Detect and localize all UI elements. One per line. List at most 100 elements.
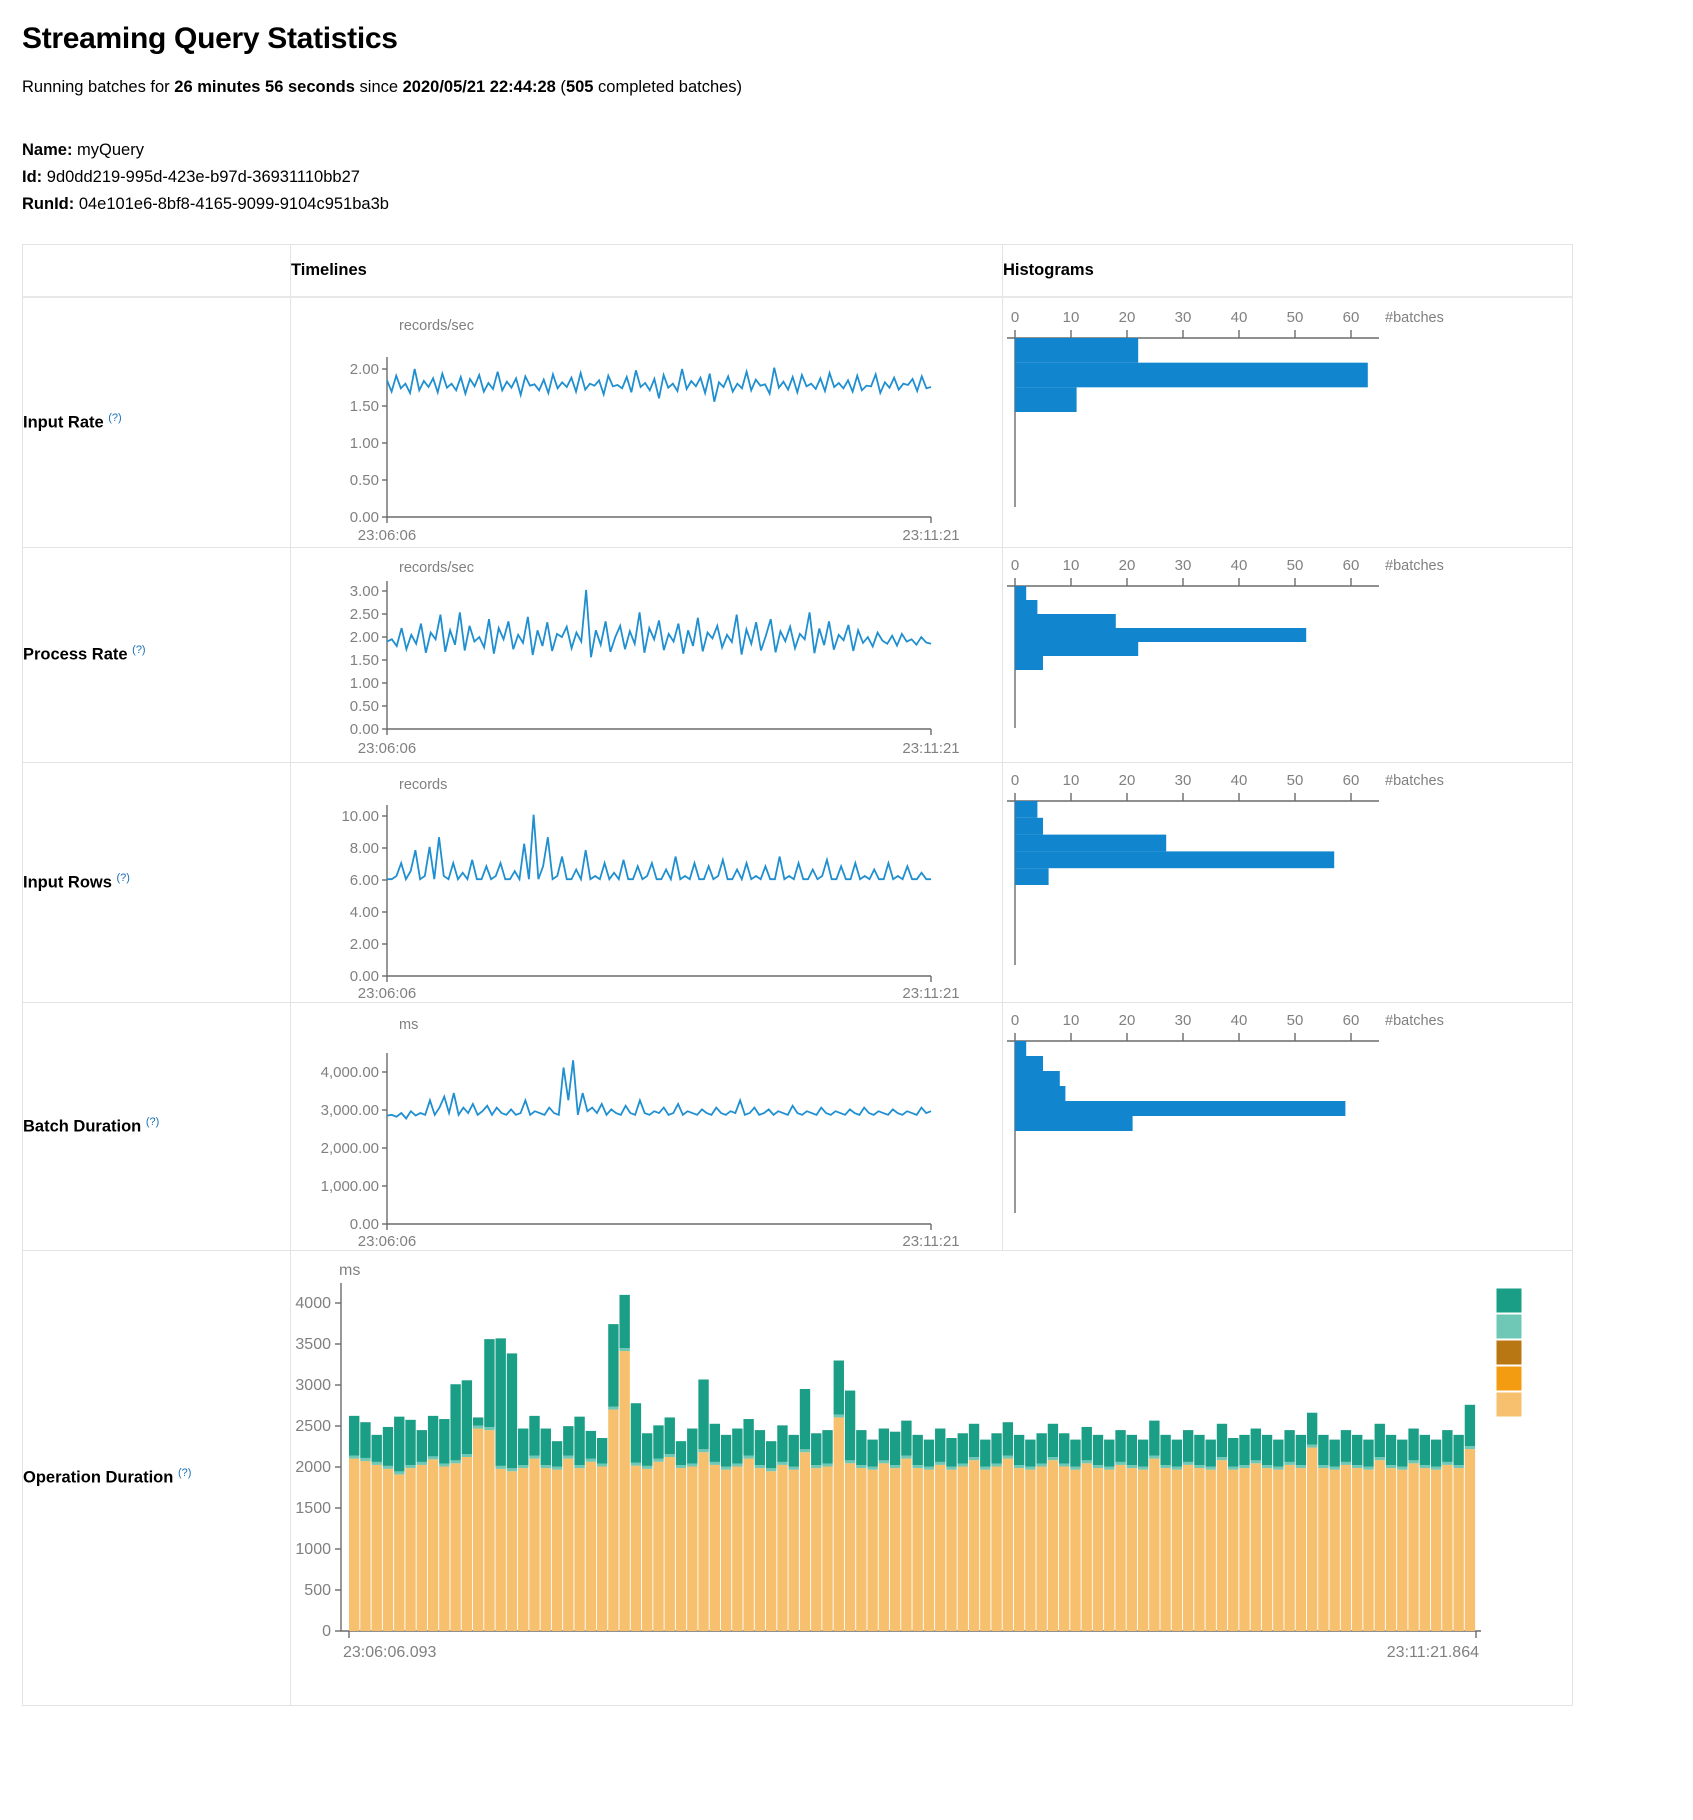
stacked-bar-segment [506, 1467, 518, 1471]
stacked-bar-segment [1340, 1464, 1352, 1631]
stacked-bar-segment [1216, 1456, 1228, 1460]
legend-swatch[interactable] [1495, 1339, 1523, 1366]
stacked-bar-segment [349, 1458, 360, 1631]
help-icon[interactable]: (?) [132, 644, 146, 657]
stacked-bar-segment [551, 1466, 563, 1470]
hist-tick: 0 [1011, 772, 1019, 789]
statistics-table: Timelines Histograms Input Rate (?) reco… [22, 243, 1573, 1706]
stacked-bar-segment [360, 1460, 371, 1631]
stacked-bar-segment [799, 1448, 811, 1452]
y-tick: 0.00 [350, 509, 379, 526]
stacked-bar-segment [698, 1451, 709, 1631]
stacked-bar-segment [1081, 1460, 1092, 1464]
stacked-bar-segment [1419, 1467, 1431, 1631]
stacked-bar-segment [563, 1425, 574, 1456]
stacked-bar-segment [743, 1455, 754, 1459]
hist-tick: 50 [1287, 1012, 1304, 1029]
stacked-bar-segment [540, 1467, 551, 1631]
query-name-value: myQuery [77, 141, 144, 159]
stacked-bar-segment [1352, 1434, 1363, 1465]
input-rate-histogram-chart: 0 10 20 30 40 50 60 #batches [1007, 309, 1444, 508]
stacked-bar-segment [1442, 1429, 1453, 1462]
y-tick: 2.50 [350, 606, 379, 623]
col-header-timelines: Timelines [290, 243, 1003, 299]
process-rate-series [386, 589, 932, 658]
input-rate-series [386, 367, 932, 403]
stacked-bar-segment [1239, 1434, 1250, 1465]
legend-swatch[interactable] [1495, 1287, 1523, 1314]
stacked-bar-segment [1025, 1439, 1036, 1467]
stacked-bar-segment [1374, 1456, 1385, 1460]
stacked-bar-segment [574, 1464, 585, 1468]
help-icon[interactable]: (?) [145, 1115, 160, 1128]
stacked-bar-segment [1059, 1432, 1070, 1464]
stacked-bar-segment [1137, 1439, 1149, 1467]
process-rate-histogram-chart: 0 10 20 30 40 50 60 #batches [1007, 557, 1444, 728]
help-icon[interactable]: (?) [177, 1467, 192, 1480]
hist-tickmarks [1014, 577, 1352, 586]
help-icon[interactable]: (?) [108, 412, 122, 425]
input-rate-timeline-chart: records/sec 2.00 1.50 1.00 0.50 0.00 [350, 318, 960, 542]
stacked-bar-segment [1464, 1445, 1476, 1449]
stacked-bar-segment [1374, 1459, 1385, 1631]
stacked-bar-segment [596, 1463, 608, 1467]
hist-tick: 10 [1063, 309, 1080, 326]
stacked-bar-segment [1261, 1464, 1273, 1468]
stacked-bar-segment [484, 1338, 495, 1427]
x-start-label: 23:06:06.093 [343, 1644, 437, 1661]
operation-duration-stacked-bars [349, 1294, 1476, 1631]
stacked-bar-segment [709, 1461, 721, 1465]
stacked-bar-segment [382, 1468, 394, 1631]
histogram-bar [1015, 1070, 1060, 1086]
stacked-bar-segment [540, 1464, 551, 1468]
stacked-bar-segment [439, 1418, 450, 1464]
y-tick: 2.00 [350, 629, 379, 646]
table-row: Input Rows (?) records 10.00 8.00 6.00 4… [22, 761, 1573, 1003]
stacked-bar-segment [889, 1464, 901, 1468]
legend-swatch[interactable] [1495, 1391, 1523, 1418]
y-tickmarks [382, 368, 932, 524]
stacked-bar-segment [439, 1463, 450, 1467]
stacked-bar-segment [765, 1440, 777, 1468]
stacked-bar-segment [540, 1428, 551, 1465]
help-icon[interactable]: (?) [116, 871, 130, 884]
stacked-bar-segment [1047, 1459, 1059, 1631]
axis-lines [386, 804, 931, 977]
stacked-bar-segment [1408, 1428, 1419, 1461]
legend-swatch[interactable] [1495, 1365, 1523, 1392]
input-rate-hist-bars [1015, 338, 1368, 413]
stacked-bar-segment [427, 1415, 439, 1457]
legend-swatch[interactable] [1495, 1313, 1523, 1340]
hist-tick: 60 [1343, 557, 1360, 574]
stacked-bar-segment [867, 1466, 878, 1470]
stacked-bar-segment [427, 1456, 439, 1460]
stacked-bar-segment [1013, 1464, 1025, 1468]
stacked-bar-segment [653, 1461, 664, 1631]
y-tick: 500 [304, 1582, 331, 1599]
stacked-bar-segment [878, 1463, 890, 1631]
stacked-bar-segment [1160, 1464, 1171, 1468]
y-tick: 6.00 [350, 872, 379, 889]
stacked-bar-segment [1442, 1461, 1453, 1465]
x-end-label: 23:11:21 [902, 1233, 959, 1248]
x-end-label: 23:11:21.864 [1387, 1644, 1479, 1661]
stacked-bar-segment [946, 1469, 957, 1631]
x-end-label: 23:11:21 [902, 985, 959, 1000]
stacked-bar-segment [394, 1474, 405, 1631]
hist-unit-label: #batches [1385, 310, 1444, 326]
stacked-bar-segment [765, 1470, 777, 1631]
stacked-bar-segment [529, 1455, 540, 1459]
stacked-bar-segment [1059, 1466, 1070, 1631]
stacked-bar-segment [1385, 1464, 1397, 1468]
stacked-bar-segment [506, 1353, 518, 1468]
stacked-bar-segment [484, 1429, 495, 1631]
stacked-bar-segment [653, 1425, 664, 1459]
stacked-bar-segment [1273, 1469, 1284, 1631]
y-tick: 0 [322, 1623, 331, 1640]
stacked-bar-segment [596, 1437, 608, 1464]
stacked-bar-segment [1306, 1444, 1318, 1448]
stacked-bar-segment [1002, 1421, 1014, 1456]
stacked-bar-segment [1081, 1463, 1092, 1631]
operation-duration-legend [1495, 1287, 1523, 1418]
stacked-bar-segment [1318, 1464, 1329, 1468]
